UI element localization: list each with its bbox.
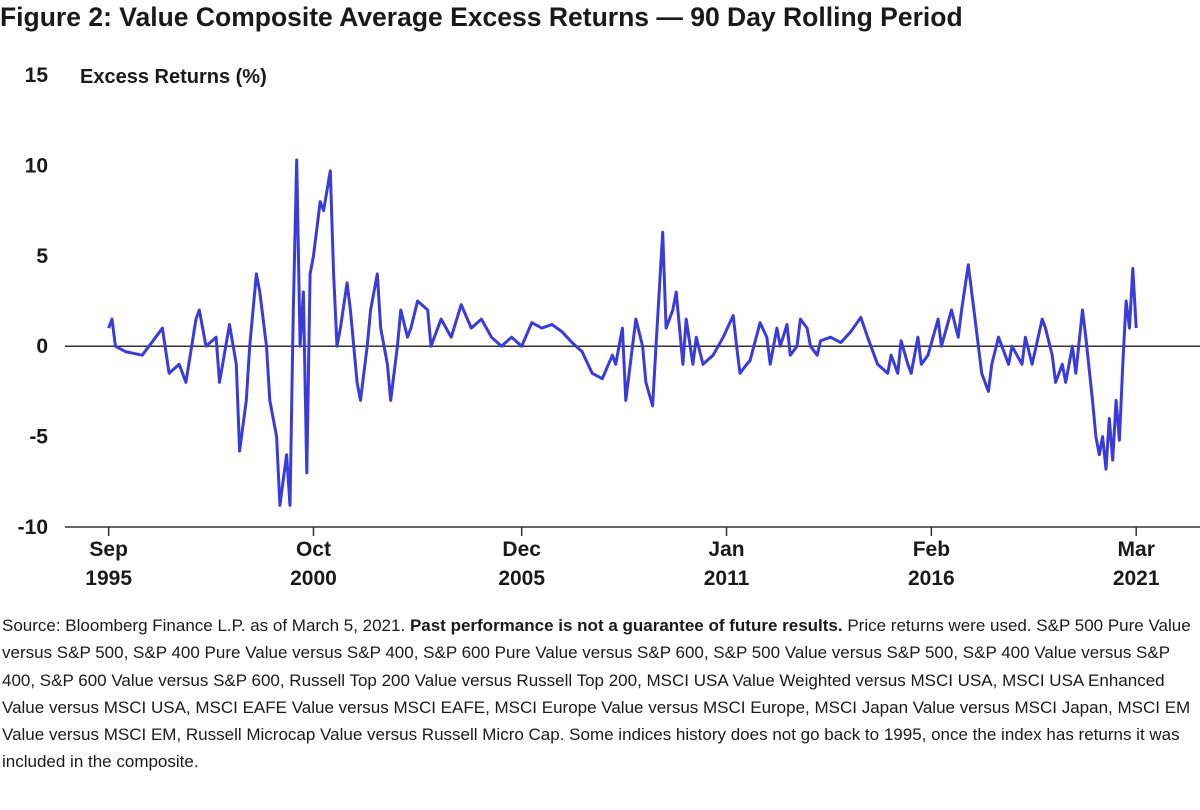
x-tick-label: Oct 2000 <box>290 538 337 590</box>
y-tick-label: 5 <box>36 245 48 268</box>
y-tick-label: -10 <box>18 516 48 539</box>
x-tick-label: Dec 2005 <box>498 538 545 590</box>
chart-title: Figure 2: Value Composite Average Excess… <box>0 2 963 32</box>
source: Source: Bloomberg Finance L.P. as of Mar… <box>2 616 406 635</box>
x-tick-label: Mar 2021 <box>1113 538 1160 590</box>
y-tick-label: 0 <box>36 335 48 358</box>
y-tick-label: 15 <box>25 64 49 87</box>
y-tick-label: 10 <box>25 154 48 177</box>
y-axis-label: Excess Returns (%) <box>80 66 267 88</box>
note: Price returns were used. S&P 500 Pure Va… <box>2 616 1191 772</box>
x-tick-label: Jan 2011 <box>704 538 750 590</box>
series-line <box>107 158 1138 507</box>
disclaimer: Past performance is not a guarantee of f… <box>409 616 843 635</box>
x-tick-label: Feb 2016 <box>908 538 955 590</box>
chart: Figure 2: Value Composite Average Excess… <box>0 2 1200 590</box>
y-tick-label: -5 <box>29 426 48 449</box>
footnote: Source: Bloomberg Finance L.P. as of Mar… <box>2 612 1198 776</box>
x-tick-label: Sep 1995 <box>85 538 132 590</box>
